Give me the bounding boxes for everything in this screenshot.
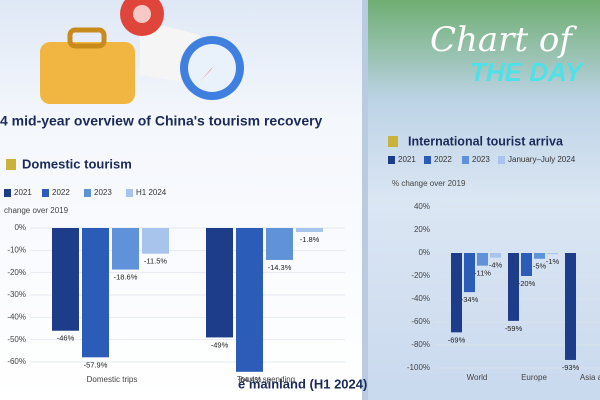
legend-swatch [388, 156, 395, 164]
bar [236, 228, 263, 372]
data-label: -20% [518, 279, 536, 288]
chart-title: International tourist arriva [408, 134, 564, 148]
y-tick-label: -80% [411, 340, 430, 349]
x-tick-label: Tourist spending [237, 375, 295, 384]
bar [534, 253, 545, 259]
suitcase [40, 42, 135, 104]
bar [52, 228, 79, 331]
data-label: -1% [546, 257, 560, 266]
data-label: -49% [211, 340, 229, 349]
data-label: -18.6% [114, 273, 138, 282]
x-tick-label: World [467, 373, 488, 382]
right-panel [368, 0, 600, 400]
legend-label: 2021 [398, 155, 416, 164]
bar [508, 253, 519, 321]
y-tick-label: 0% [418, 248, 430, 257]
suitcase-handle [67, 27, 107, 49]
data-label: -4% [489, 261, 503, 270]
bar [490, 253, 501, 258]
legend-swatch [4, 189, 11, 197]
legend-label: 2023 [472, 155, 490, 164]
chart-subtitle: Domestic tourism [22, 156, 132, 171]
chart-title: 4 mid-year overview of China's tourism r… [0, 113, 323, 129]
y-tick-label: -20% [7, 268, 26, 277]
x-tick-label: Domestic trips [87, 375, 138, 384]
title-marker [388, 136, 398, 147]
bar [521, 253, 532, 276]
legend-label: H1 2024 [136, 188, 167, 197]
data-label: -34% [461, 295, 479, 304]
y-tick-label: -60% [7, 357, 26, 366]
logo-line2: THE DAY [470, 57, 585, 87]
legend-swatch [126, 189, 133, 197]
bar [82, 228, 109, 358]
bar [266, 228, 293, 260]
legend-swatch [42, 189, 49, 197]
y-tick-label: -30% [7, 290, 26, 299]
bar [296, 228, 323, 233]
footer-text: e mainland (H1 2024) [238, 376, 367, 391]
legend-swatch [424, 156, 431, 164]
y-tick-label: -40% [7, 312, 26, 321]
data-label: -93% [562, 363, 580, 372]
bar [451, 253, 462, 333]
data-label: -11.5% [144, 257, 168, 266]
data-label: -57.9% [84, 360, 108, 369]
data-label: -59% [505, 324, 523, 333]
x-tick-label: Asia a [580, 373, 600, 382]
legend-label: 2022 [52, 188, 70, 197]
y-tick-label: 40% [414, 202, 430, 211]
data-label: -1.8% [300, 235, 320, 244]
bar [477, 253, 488, 266]
bar [112, 228, 139, 270]
y-tick-label: -100% [407, 363, 430, 372]
y-tick-label: 0% [14, 223, 26, 232]
data-label: -64.4% [238, 375, 262, 384]
axis-label: % change over 2019 [392, 179, 466, 188]
legend-swatch [462, 156, 469, 164]
y-tick-label: -10% [7, 245, 26, 254]
legend-swatch [84, 189, 91, 197]
legend-label: January–July 2024 [508, 155, 576, 164]
subtitle-marker [6, 159, 16, 170]
y-tick-label: -50% [7, 335, 26, 344]
data-label: -5% [533, 262, 547, 271]
legend-label: 2023 [94, 188, 112, 197]
y-tick-label: 20% [414, 225, 430, 234]
bar [206, 228, 233, 338]
legend-swatch [498, 156, 505, 164]
bar [142, 228, 169, 254]
bar [464, 253, 475, 293]
legend-label: 2022 [434, 155, 452, 164]
y-tick-label: -40% [411, 294, 430, 303]
data-label: -69% [448, 335, 466, 344]
axis-label: change over 2019 [4, 206, 69, 215]
illustration [40, 0, 244, 104]
data-label: -11% [474, 269, 491, 278]
legend-label: 2021 [14, 188, 32, 197]
logo-line1: Chart of [430, 20, 577, 60]
bar [547, 253, 558, 255]
pin-hole [133, 5, 151, 23]
x-tick-label: Europe [521, 373, 547, 382]
y-tick-label: -20% [411, 271, 430, 280]
data-label: -46% [57, 334, 75, 343]
y-tick-label: -60% [411, 317, 430, 326]
bar [565, 253, 576, 360]
data-label: -14.3% [268, 263, 292, 272]
